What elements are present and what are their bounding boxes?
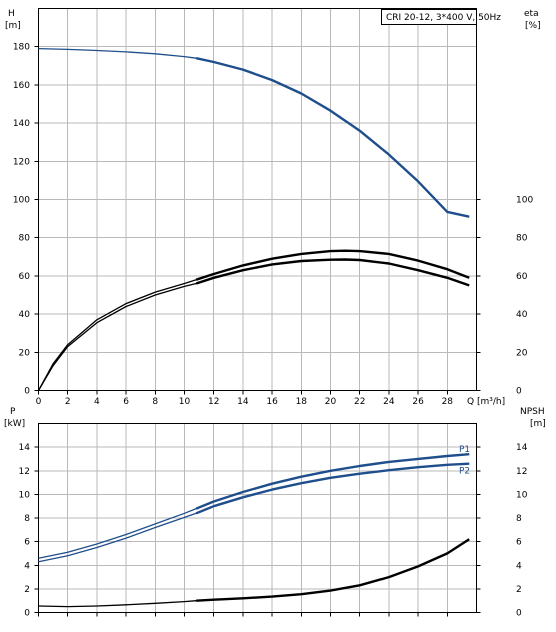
y-left-axis-label: P [10,407,16,417]
x-tick-label: 22 [354,397,365,407]
x-tick-label: 28 [442,397,454,407]
y-left-tick-label: 100 [13,196,30,206]
y-left-tick-label: 0 [24,387,30,397]
y-right-tick-label: 12 [516,467,527,477]
x-tick-label: 12 [208,397,219,407]
y-right-tick-label: 14 [516,443,528,453]
x-tick-label: 20 [325,397,337,407]
power-p1-curve [38,453,470,559]
power-npsh-panel: 0 2 4 6 8 10 12 14 0 2 4 6 8 10 12 14 P [kW] NPSH [m] P1 P2 [4,407,546,619]
y-right-tick-label: 20 [516,348,528,358]
y-left-tick-label: 180 [13,43,30,53]
y-right-tick-label: 40 [516,310,528,320]
efficiency-curve-lower [37,258,470,391]
x-tick-label: 4 [94,397,100,407]
y-right-tick-label: 6 [516,538,522,548]
y-left-tick-label: 60 [19,272,31,282]
y-left-tick-label: 10 [19,490,31,500]
y-right-axis-label: NPSH [520,407,545,417]
chart-title: CRI 20-12, 3*400 V, 50Hz [386,13,501,23]
y-left-tick-label: 120 [13,157,30,167]
x-tick-label: 16 [266,397,278,407]
efficiency-curve-upper [37,250,470,391]
y-right-tick-label: 0 [516,609,522,619]
x-tick-label: 2 [65,397,71,407]
y-left-tick-label: 80 [19,234,31,244]
power-p2-curve [38,463,470,563]
npsh-curve-duty-range [196,538,470,602]
head-curve-duty-range [195,57,470,218]
y-left-tick-label: 8 [24,514,30,524]
x-tick-label: 26 [412,397,424,407]
series-label-p1: P1 [459,445,470,455]
power-p1-curve-duty-range [195,453,470,510]
x-tick-label: 18 [296,397,308,407]
power-p2-curve-duty-range [195,462,470,515]
y-right-tick-label: 100 [516,196,533,206]
y-right-axis-unit: [m] [530,419,546,429]
y-left-tick-label: 4 [24,561,30,571]
y-right-tick-label: 2 [516,585,522,595]
y-left-tick-label: 6 [24,538,30,548]
y-left-tick-label: 160 [13,81,30,91]
x-tick-label: 6 [123,397,129,407]
y-right-tick-label: 10 [516,490,528,500]
y-left-tick-label: 140 [13,119,30,129]
y-right-tick-label: 8 [516,514,522,524]
efficiency-curve-upper-duty-range [195,249,470,281]
y-right-axis-label: eta [524,9,539,19]
x-tick-label: 14 [237,397,249,407]
y-left-tick-label: 40 [19,310,31,320]
y-left-axis-label: H [8,9,15,19]
series-label-p2: P2 [459,467,470,477]
x-tick-label: 0 [36,397,42,407]
y-left-axis-unit: [m] [5,21,21,31]
x-tick-label: 24 [383,397,395,407]
title-box [381,9,477,25]
y-left-axis-unit: [kW] [4,419,25,429]
y-right-tick-label: 60 [516,272,528,282]
y-right-axis-unit: [%] [525,21,541,31]
y-left-tick-label: 12 [19,467,30,477]
y-left-tick-label: 20 [19,348,31,358]
x-axis-label: Q [m³/h] [467,397,505,407]
y-left-tick-label: 2 [24,585,30,595]
efficiency-curve-lower-duty-range [195,258,470,287]
y-right-tick-label: 80 [516,234,528,244]
x-tick-label: 10 [179,397,191,407]
y-left-tick-label: 14 [19,443,31,453]
y-right-tick-label: 4 [516,561,522,571]
y-right-tick-label: 0 [516,387,522,397]
x-tick-label: 8 [152,397,158,407]
y-left-tick-label: 0 [24,609,30,619]
